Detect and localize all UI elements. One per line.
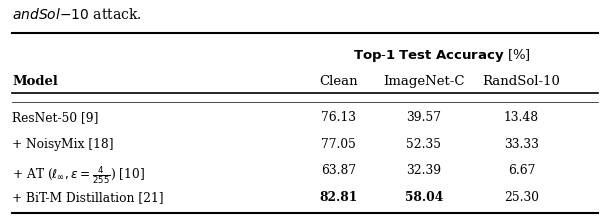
Text: ImageNet-C: ImageNet-C xyxy=(383,75,465,89)
Text: 77.05: 77.05 xyxy=(321,138,356,151)
Text: RandSol-10: RandSol-10 xyxy=(483,75,561,89)
Text: + AT ($\ell_{\infty}, \epsilon = \frac{4}{255}$) [10]: + AT ($\ell_{\infty}, \epsilon = \frac{4… xyxy=(12,164,145,186)
Text: ResNet-50 [9]: ResNet-50 [9] xyxy=(12,111,99,124)
Text: 25.30: 25.30 xyxy=(504,191,539,204)
Text: $\mathit{andSol}$$\mathit{{-10}}$ attack.: $\mathit{andSol}$$\mathit{{-10}}$ attack… xyxy=(12,7,142,22)
Text: 76.13: 76.13 xyxy=(321,111,356,124)
Text: 32.39: 32.39 xyxy=(406,164,442,177)
Text: 39.57: 39.57 xyxy=(406,111,442,124)
Text: + BiT-M Distillation [21]: + BiT-M Distillation [21] xyxy=(12,191,163,204)
Text: 58.04: 58.04 xyxy=(405,191,443,204)
Text: 33.33: 33.33 xyxy=(504,138,539,151)
Text: 6.67: 6.67 xyxy=(508,164,535,177)
Text: Clean: Clean xyxy=(319,75,358,89)
Text: 63.87: 63.87 xyxy=(321,164,356,177)
Text: 52.35: 52.35 xyxy=(406,138,442,151)
Text: 82.81: 82.81 xyxy=(320,191,357,204)
Text: $\mathbf{Top\text{-}1\ Test\ Accuracy}$ [%]: $\mathbf{Top\text{-}1\ Test\ Accuracy}$ … xyxy=(353,47,531,64)
Text: 13.48: 13.48 xyxy=(504,111,539,124)
Text: + NoisyMix [18]: + NoisyMix [18] xyxy=(12,138,113,151)
Text: Model: Model xyxy=(12,75,58,89)
